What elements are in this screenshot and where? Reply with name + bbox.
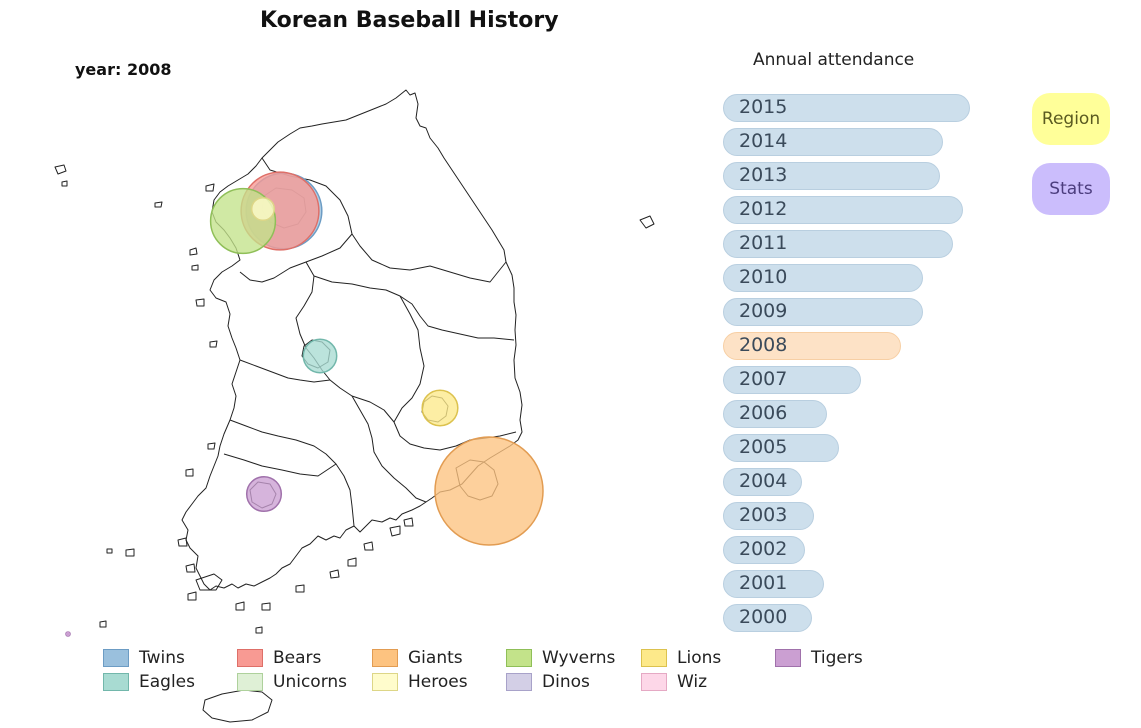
legend-item-heroes[interactable]: Heroes	[372, 672, 468, 692]
legend-label: Lions	[677, 648, 722, 668]
year-bar-2015[interactable]: 2015	[723, 94, 970, 122]
legend-label: Wiz	[677, 672, 708, 692]
year-bar-2010[interactable]: 2010	[723, 264, 923, 292]
year-bar-2004[interactable]: 2004	[723, 468, 802, 496]
legend-label: Giants	[408, 648, 463, 668]
legend-label: Twins	[139, 648, 185, 668]
legend-item-unicorns[interactable]: Unicorns	[237, 672, 347, 692]
legend-swatch	[237, 673, 263, 691]
year-bar-2001[interactable]: 2001	[723, 570, 824, 598]
year-bar-2003[interactable]: 2003	[723, 502, 814, 530]
small-island-marker	[65, 631, 71, 637]
team-bubbles	[209, 171, 544, 546]
legend-label: Tigers	[811, 648, 863, 668]
legend-item-bears[interactable]: Bears	[237, 648, 321, 668]
year-bar-2012[interactable]: 2012	[723, 196, 963, 224]
year-bar-2007[interactable]: 2007	[723, 366, 861, 394]
stats-button[interactable]: Stats	[1032, 163, 1110, 215]
legend-label: Dinos	[542, 672, 590, 692]
team-bubble-eagles[interactable]	[302, 338, 338, 374]
legend-swatch	[103, 649, 129, 667]
legend-swatch	[237, 649, 263, 667]
legend-label: Eagles	[139, 672, 195, 692]
team-bubble-tigers[interactable]	[245, 475, 283, 513]
attendance-title: Annual attendance	[753, 50, 915, 70]
legend-swatch	[372, 649, 398, 667]
legend-label: Wyverns	[542, 648, 616, 668]
legend-label: Unicorns	[273, 672, 348, 692]
legend-item-wyverns[interactable]: Wyverns	[506, 648, 615, 668]
year-bar-2000[interactable]: 2000	[723, 604, 812, 632]
legend-item-eagles[interactable]: Eagles	[103, 672, 195, 692]
year-bar-2009[interactable]: 2009	[723, 298, 923, 326]
team-bubble-heroes[interactable]	[250, 196, 276, 222]
legend-swatch	[103, 673, 129, 691]
year-bar-2013[interactable]: 2013	[723, 162, 940, 190]
year-bar-2014[interactable]: 2014	[723, 128, 943, 156]
year-bar-2011[interactable]: 2011	[723, 230, 953, 258]
team-bubble-lions[interactable]	[421, 389, 459, 427]
page-title: Korean Baseball History	[260, 8, 559, 33]
korea-map	[54, 89, 655, 723]
team-bubble-giants[interactable]	[434, 436, 544, 546]
legend-item-dinos[interactable]: Dinos	[506, 672, 590, 692]
legend-swatch	[641, 673, 667, 691]
year-bar-2002[interactable]: 2002	[723, 536, 805, 564]
legend-swatch	[506, 673, 532, 691]
legend-item-tigers[interactable]: Tigers	[775, 648, 863, 668]
legend-swatch	[775, 649, 801, 667]
legend-label: Heroes	[408, 672, 468, 692]
year-bar-2006[interactable]: 2006	[723, 400, 827, 428]
legend-item-twins[interactable]: Twins	[103, 648, 185, 668]
region-button[interactable]: Region	[1032, 93, 1110, 145]
legend-swatch	[372, 673, 398, 691]
year-bar-2008[interactable]: 2008	[723, 332, 901, 360]
legend-item-lions[interactable]: Lions	[641, 648, 721, 668]
year-label: year: 2008	[75, 60, 172, 79]
year-bar-2005[interactable]: 2005	[723, 434, 839, 462]
legend-item-wiz[interactable]: Wiz	[641, 672, 707, 692]
map-outline	[54, 89, 655, 723]
jeju-island	[202, 689, 273, 723]
legend-label: Bears	[273, 648, 322, 668]
legend-item-giants[interactable]: Giants	[372, 648, 463, 668]
legend-swatch	[641, 649, 667, 667]
legend-swatch	[506, 649, 532, 667]
